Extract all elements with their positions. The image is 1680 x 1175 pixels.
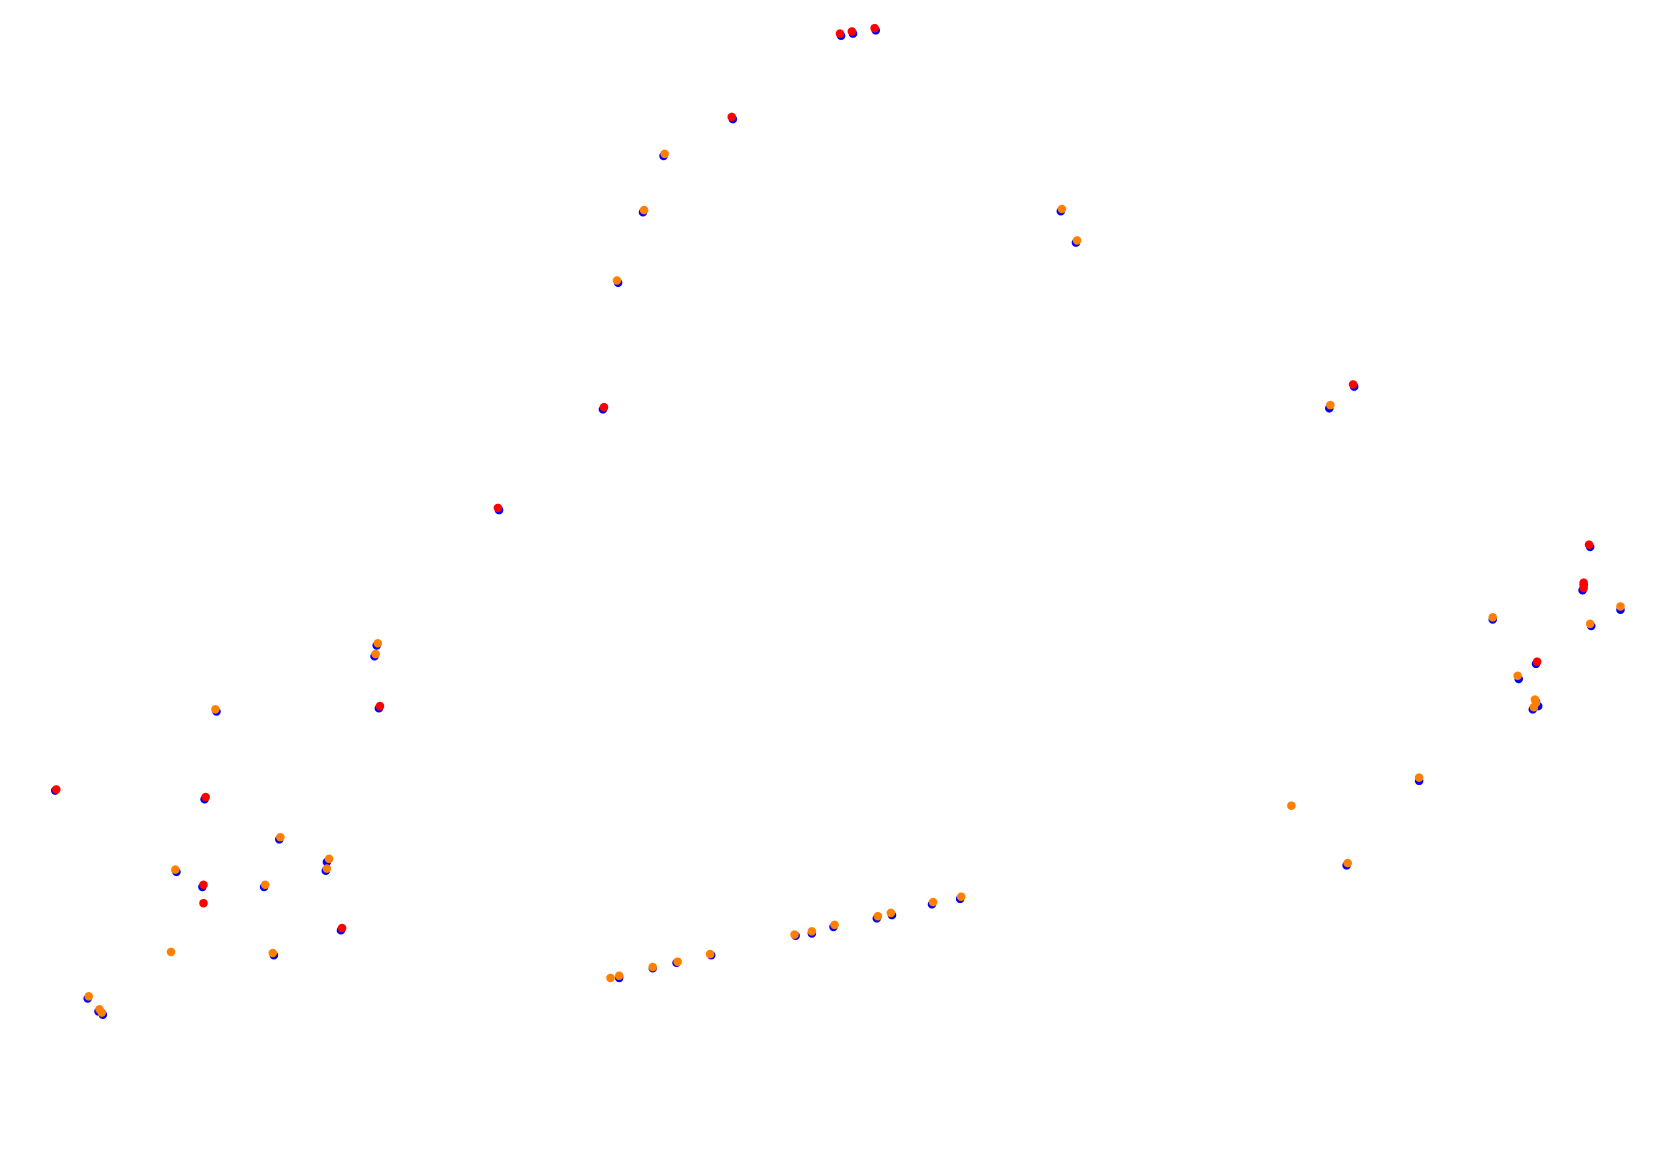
data-point: [276, 832, 285, 842]
data-point: [1348, 380, 1358, 389]
data-point: [790, 930, 799, 939]
data-point: [599, 402, 609, 412]
data-point: [1585, 619, 1595, 629]
data-point: [375, 701, 385, 711]
data-point: [807, 927, 817, 936]
data-point: [324, 854, 334, 864]
data-point: [1584, 540, 1594, 550]
data-point: [1287, 801, 1296, 811]
data-point: [1072, 236, 1082, 245]
data-point: [97, 1008, 107, 1017]
data-point: [870, 23, 879, 33]
data-point: [612, 276, 622, 285]
data-point: [830, 920, 839, 930]
data-point: [493, 503, 503, 513]
data-point: [1579, 583, 1588, 593]
data-point: [199, 898, 208, 908]
data-point: [1326, 400, 1335, 410]
data-point: [1529, 702, 1539, 712]
data-point: [847, 27, 857, 36]
data-point: [606, 973, 615, 983]
data-point: [84, 992, 94, 1001]
data-point: [260, 880, 270, 890]
data-point: [705, 949, 715, 959]
data-point: [928, 897, 938, 907]
data-point: [1343, 858, 1352, 868]
data-point: [337, 923, 347, 933]
data-point: [1616, 602, 1625, 611]
data-point: [648, 962, 658, 972]
data-point: [371, 649, 380, 659]
data-point: [373, 638, 383, 648]
data-point: [639, 205, 649, 215]
data-point: [171, 865, 180, 874]
data-point: [660, 149, 669, 159]
data-point: [201, 792, 210, 802]
data-point: [268, 948, 278, 958]
data-point: [886, 908, 896, 918]
data-point: [322, 864, 332, 873]
data-point: [1488, 612, 1498, 622]
data-point: [211, 705, 220, 714]
data-point: [614, 971, 624, 981]
data-point: [1057, 204, 1067, 214]
data-point: [1513, 671, 1522, 681]
data-point: [835, 29, 845, 38]
data-point: [956, 892, 966, 901]
data-point: [1532, 657, 1542, 666]
data-point: [199, 880, 208, 890]
data-point: [727, 112, 737, 122]
data-point: [673, 957, 682, 966]
data-point: [166, 947, 176, 957]
data-point: [873, 911, 883, 921]
data-point: [1414, 773, 1424, 782]
data-point: [51, 785, 61, 794]
